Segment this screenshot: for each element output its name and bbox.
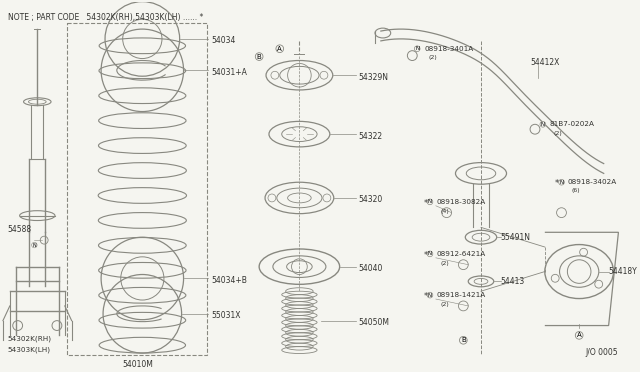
Text: 08918-3401A: 08918-3401A (424, 46, 474, 52)
Text: N: N (559, 180, 564, 185)
Text: N: N (415, 46, 419, 51)
Text: 54034+B: 54034+B (211, 276, 247, 285)
Text: A: A (577, 332, 582, 339)
Text: 08918-1421A: 08918-1421A (437, 292, 486, 298)
Text: 55031X: 55031X (211, 311, 241, 320)
Text: B: B (257, 54, 262, 60)
Text: *: * (555, 179, 559, 188)
Text: 08918-3082A: 08918-3082A (437, 199, 486, 205)
Text: N: N (541, 122, 545, 127)
Text: 54322: 54322 (358, 132, 383, 141)
Text: 54418Y: 54418Y (609, 267, 637, 276)
Text: A: A (277, 46, 282, 52)
Text: 54031+A: 54031+A (211, 68, 247, 77)
Text: 54413: 54413 (500, 277, 525, 286)
Text: 54412X: 54412X (530, 58, 559, 67)
Text: N: N (33, 243, 36, 247)
Text: *: * (424, 251, 428, 260)
Text: N: N (428, 199, 432, 204)
Text: 54010M: 54010M (123, 360, 154, 369)
Text: 54040: 54040 (358, 264, 383, 273)
Text: (6): (6) (572, 188, 580, 193)
Text: J/O 0005: J/O 0005 (586, 348, 618, 357)
Text: (2): (2) (441, 261, 449, 266)
Text: 81B7-0202A: 81B7-0202A (550, 121, 595, 127)
Text: B: B (461, 337, 466, 343)
Text: *: * (424, 199, 428, 208)
Text: 54320: 54320 (358, 195, 383, 204)
Text: (2): (2) (554, 131, 563, 136)
Text: 54329N: 54329N (358, 73, 388, 82)
Text: 55491N: 55491N (500, 233, 531, 242)
Text: (2): (2) (429, 55, 438, 60)
Text: 54050M: 54050M (358, 318, 389, 327)
Text: (4): (4) (441, 209, 449, 214)
Text: N: N (428, 293, 432, 298)
Text: 54302K(RH): 54302K(RH) (8, 335, 52, 342)
Text: (2): (2) (441, 302, 449, 307)
Text: N: N (428, 251, 432, 256)
Text: 08918-3402A: 08918-3402A (568, 179, 616, 185)
Text: 54303K(LH): 54303K(LH) (8, 346, 51, 353)
Text: 08912-6421A: 08912-6421A (437, 251, 486, 257)
Text: NOTE ; PART CODE   54302K(RH),54303K(LH) ...... *: NOTE ; PART CODE 54302K(RH),54303K(LH) .… (8, 13, 204, 22)
Text: 54588: 54588 (8, 225, 32, 234)
Text: 54034: 54034 (211, 36, 236, 45)
Text: *: * (424, 292, 428, 301)
